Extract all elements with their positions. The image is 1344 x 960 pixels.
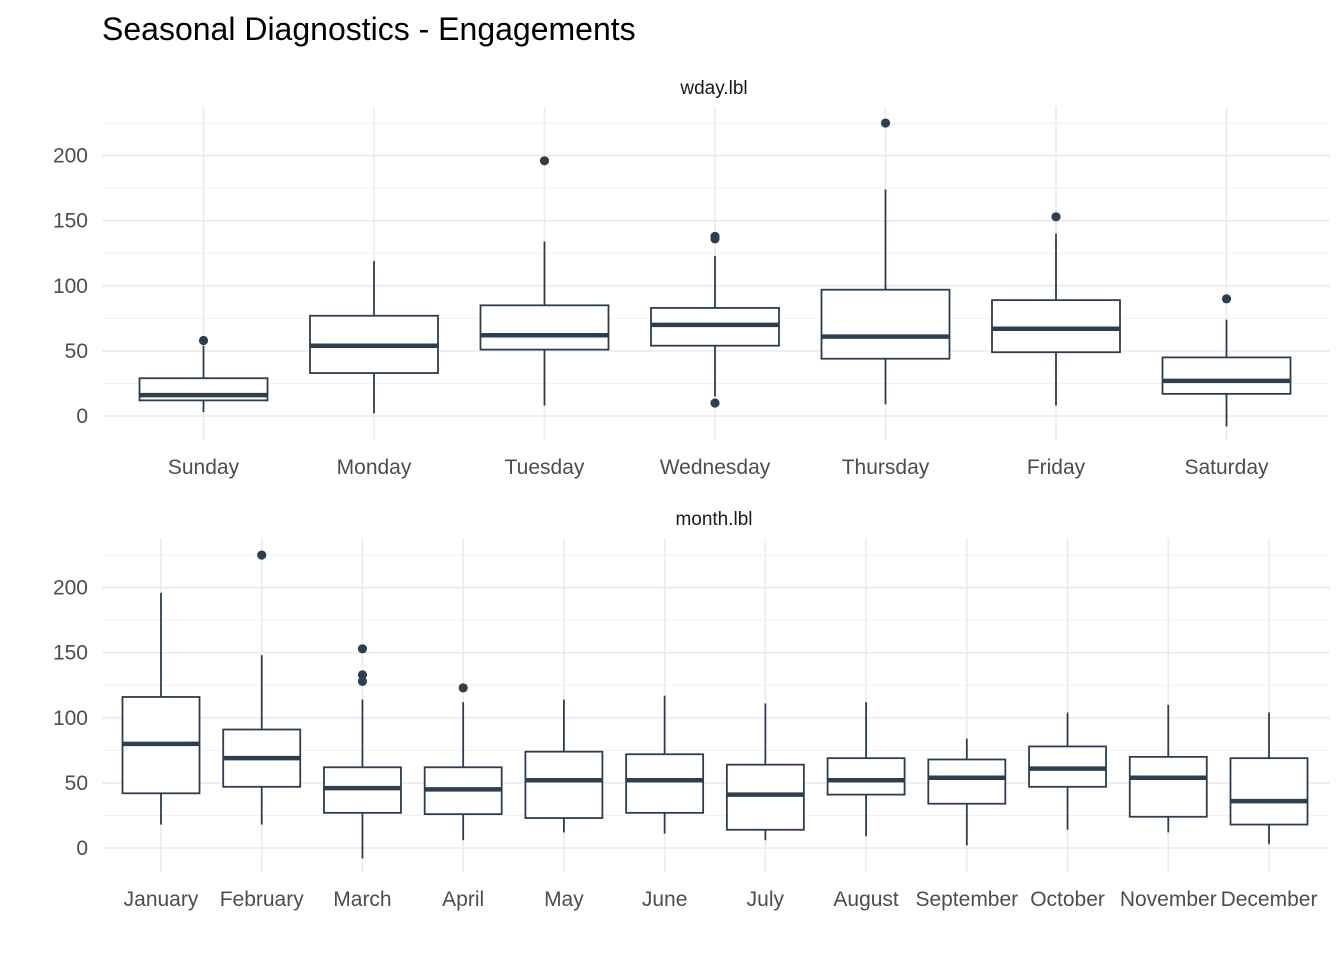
iqr-box [820,288,951,360]
iqr-box [826,757,906,796]
outlier-point [710,231,720,241]
facet-panel-month: month.lbl 0 50 100 150 200 January February Mar… [53,509,1330,911]
x-tick-label-july: July [747,888,785,911]
boxplot-monday [309,261,439,414]
iqr-box [725,763,805,831]
x-tick-label-wednesday: Wednesday [660,456,771,479]
month-boxplot-area: 0 50 100 150 200 January February March April May… [53,538,1330,911]
boxplot-december [1229,712,1309,845]
outlier-point [1221,294,1232,304]
x-tick-label-december: December [1221,888,1318,911]
boxplot-february [222,550,302,825]
boxplot-august [826,702,906,837]
outlier-point [710,398,720,408]
weekday-y-tick-label: 50 [65,340,88,363]
iqr-box [524,750,604,819]
outlier-point [257,550,267,560]
iqr-box [479,304,610,351]
boxplot-march [323,644,402,859]
facet-label-month: month.lbl [675,509,752,530]
iqr-box [1128,755,1208,818]
boxplot-may [524,699,604,833]
outlier-point [357,670,368,680]
boxplot-september [927,738,1007,846]
facet-panel-weekday: wday.lbl 0 50 100 150 200 Sunday Monday Tuesday… [53,78,1330,479]
weekday-y-tick-label: 200 [53,145,88,168]
iqr-box [927,758,1007,805]
boxplot-april [423,683,503,841]
x-tick-label-september: September [915,888,1018,911]
month-y-tick-label: 200 [53,577,88,600]
boxplot-saturday [1161,294,1292,427]
chart-title: Seasonal Diagnostics - Engagements [102,11,636,47]
boxplot-thursday [820,118,951,405]
x-tick-label-sunday: Sunday [168,456,240,479]
weekday-y-tick-label: 0 [76,405,88,428]
x-tick-label-june: June [642,888,688,911]
boxplot-november [1128,704,1208,833]
x-tick-label-august: August [833,888,899,911]
boxplot-july [725,703,805,841]
iqr-box [1161,356,1292,395]
x-tick-label-march: March [333,888,391,911]
weekday-boxplot-area: 0 50 100 150 200 Sunday Monday Tuesday Wednesday… [53,107,1330,479]
boxplot-friday [991,212,1121,406]
weekday-y-tick-label: 100 [53,275,88,298]
outlier-point [458,683,468,693]
x-tick-label-friday: Friday [1027,456,1086,479]
iqr-box [625,753,705,814]
boxplot-january [121,592,201,825]
x-tick-label-november: November [1120,888,1217,911]
weekday-y-tick-label: 150 [53,210,88,233]
boxplot-october [1028,712,1107,830]
x-tick-label-tuesday: Tuesday [505,456,585,479]
iqr-box [991,299,1121,354]
x-tick-label-january: January [124,888,199,911]
boxplot-sunday [138,335,269,413]
x-tick-label-thursday: Thursday [842,456,930,479]
x-tick-label-may: May [544,888,584,911]
outlier-point [539,156,550,166]
iqr-box [1229,757,1309,826]
outlier-point [1051,212,1061,222]
month-y-tick-label: 0 [76,837,88,860]
month-y-tick-label: 150 [53,642,88,665]
month-y-tick-label: 50 [65,772,88,795]
boxplot-wednesday [650,231,780,408]
facet-label-weekday: wday.lbl [679,78,747,99]
outlier-point [198,335,209,346]
x-tick-label-april: April [442,888,484,911]
outlier-point [357,644,368,654]
outlier-point [357,676,368,686]
month-y-tick-label: 100 [53,707,88,730]
x-tick-label-february: February [220,888,305,911]
x-tick-label-october: October [1030,888,1105,911]
boxplot-june [625,695,705,834]
x-tick-label-monday: Monday [337,456,412,479]
x-tick-label-saturday: Saturday [1184,456,1269,479]
outlier-point [880,118,891,128]
boxplot-tuesday [479,156,610,406]
